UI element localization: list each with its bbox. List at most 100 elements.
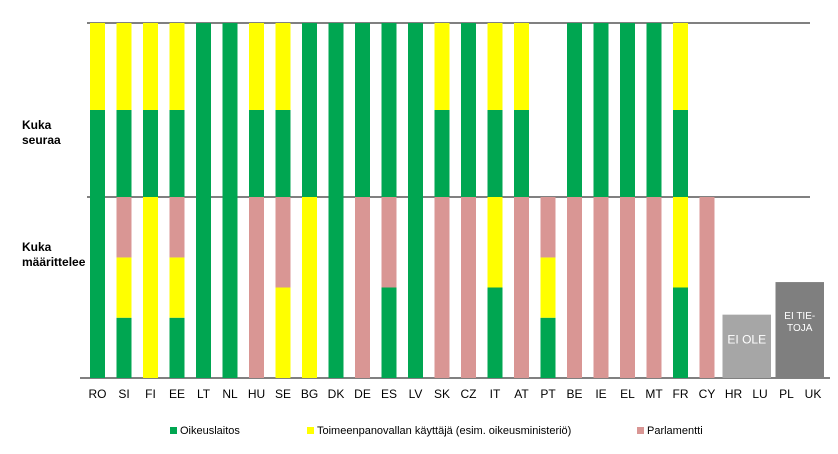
bar-maarittelee-cz-0 (461, 197, 476, 378)
row-label-seuraa-line2: seuraa (22, 133, 61, 147)
tick-label-be: BE (566, 387, 582, 401)
bar-seuraa-es-0 (381, 23, 397, 197)
bar-seuraa-hu-0 (249, 110, 264, 197)
bar-maarittelee-pt-1 (540, 257, 556, 318)
tick-label-se: SE (275, 387, 291, 401)
bar-seuraa-ee-1 (169, 23, 185, 110)
bar-seuraa-sk-1 (434, 23, 450, 110)
bar-seuraa-hu-1 (249, 23, 264, 110)
bar-maarittelee-mt-0 (646, 197, 662, 378)
bar-maarittelee-ee-0 (169, 317, 185, 378)
legend-label-1: Toimeenpanovallan käyttäjä (esim. oikeus… (317, 425, 571, 437)
bar-seuraa-it-0 (487, 110, 503, 197)
tick-label-cy: CY (699, 387, 716, 401)
bar-seuraa-sk-0 (434, 110, 450, 197)
bars-group (90, 23, 715, 378)
bar-maarittelee-pt-0 (540, 317, 556, 378)
bar-maarittelee-si-0 (116, 317, 132, 378)
annotations-group: EI OLE EI TIE-TOJA (722, 282, 824, 378)
tick-label-sk: SK (434, 387, 450, 401)
bar-maarittelee-cy-0 (699, 197, 715, 378)
bar-seuraa-it-1 (487, 23, 503, 110)
bar-seuraa-fr-0 (673, 110, 688, 197)
bar-seuraa-nl-0 (222, 23, 238, 197)
bar-seuraa-lt-0 (196, 23, 211, 197)
bar-seuraa-bg-0 (302, 23, 317, 197)
legend-swatch-2 (637, 427, 644, 434)
bar-seuraa-dk-0 (328, 23, 344, 197)
bar-seuraa-ee-0 (169, 110, 185, 197)
tick-label-ee: EE (169, 387, 185, 401)
tick-label-fi: FI (145, 387, 156, 401)
tick-label-lu: LU (752, 387, 767, 401)
bar-maarittelee-si-2 (116, 197, 132, 258)
bar-seuraa-ro-1 (90, 23, 105, 110)
tick-label-hu: HU (248, 387, 265, 401)
bar-maarittelee-si-1 (116, 257, 132, 318)
bar-maarittelee-it-1 (487, 197, 503, 288)
bar-maarittelee-ro-0 (90, 197, 105, 378)
bar-maarittelee-at-0 (514, 197, 529, 378)
tick-label-hr: HR (725, 387, 743, 401)
bar-seuraa-el-0 (620, 23, 635, 197)
legend-label-2: Parlamentti (647, 425, 703, 437)
bar-maarittelee-fr-1 (673, 197, 688, 288)
bar-maarittelee-it-0 (487, 287, 503, 378)
bar-seuraa-at-0 (514, 110, 529, 197)
tick-label-si: SI (118, 387, 129, 401)
tick-label-el: EL (620, 387, 635, 401)
bar-maarittelee-se-0 (275, 287, 291, 378)
bar-maarittelee-fi-0 (143, 197, 158, 378)
bar-seuraa-se-0 (275, 110, 291, 197)
tick-label-at: AT (514, 387, 529, 401)
tick-label-ro: RO (89, 387, 107, 401)
bar-maarittelee-hu-0 (249, 197, 264, 378)
row-label-maarittelee: Kuka määrittelee (22, 240, 86, 269)
bar-maarittelee-bg-0 (302, 197, 317, 378)
bar-maarittelee-lv-0 (408, 197, 423, 378)
annotation-box-1 (775, 282, 824, 378)
legend-swatch-1 (307, 427, 314, 434)
bar-seuraa-be-0 (567, 23, 582, 197)
tick-label-pl: PL (779, 387, 794, 401)
bar-seuraa-si-1 (116, 23, 132, 110)
row-label-maarittelee-line2: määrittelee (22, 255, 86, 269)
bar-seuraa-lv-0 (408, 23, 423, 197)
bar-seuraa-si-0 (116, 110, 132, 197)
tick-label-lv: LV (409, 387, 423, 401)
tick-label-it: IT (490, 387, 501, 401)
bar-seuraa-mt-0 (646, 23, 662, 197)
tick-labels-group: RO SI FI EE LT NL HU SE BG DK DE ES LV SK CZ IT AT PT BE IE… (89, 387, 822, 401)
bar-maarittelee-lt-0 (196, 197, 211, 378)
row-label-seuraa: Kuka seuraa (22, 118, 61, 147)
tick-label-cz: CZ (461, 387, 477, 401)
bar-maarittelee-ie-0 (593, 197, 609, 378)
annotation-label-1-line-0: EI TIE- (784, 311, 815, 322)
bar-maarittelee-ee-2 (169, 197, 185, 258)
bar-seuraa-de-0 (355, 23, 370, 197)
tick-label-es: ES (381, 387, 397, 401)
bar-maarittelee-be-0 (567, 197, 582, 378)
bar-seuraa-at-1 (514, 23, 529, 110)
annotation-box-0 (722, 314, 771, 378)
bar-maarittelee-dk-0 (328, 197, 344, 378)
bar-maarittelee-el-0 (620, 197, 635, 378)
tick-label-pt: PT (540, 387, 556, 401)
tick-label-de: DE (354, 387, 371, 401)
tick-label-bg: BG (301, 387, 318, 401)
tick-label-ie: IE (595, 387, 606, 401)
legend: Oikeuslaitos Toimeenpanovallan käyttäjä (… (170, 425, 703, 437)
tick-label-uk: UK (805, 387, 822, 401)
bar-seuraa-fi-0 (143, 110, 158, 197)
annotation-label-1: EI TIE-TOJA (784, 311, 815, 334)
bar-maarittelee-pt-2 (540, 197, 556, 258)
bar-maarittelee-ee-1 (169, 257, 185, 318)
bar-maarittelee-sk-0 (434, 197, 450, 378)
row-label-seuraa-line1: Kuka (22, 118, 52, 132)
bar-maarittelee-es-0 (381, 287, 397, 378)
legend-swatch-0 (170, 427, 177, 434)
bar-seuraa-fr-1 (673, 23, 688, 110)
tick-label-mt: MT (645, 387, 663, 401)
tick-label-lt: LT (197, 387, 211, 401)
